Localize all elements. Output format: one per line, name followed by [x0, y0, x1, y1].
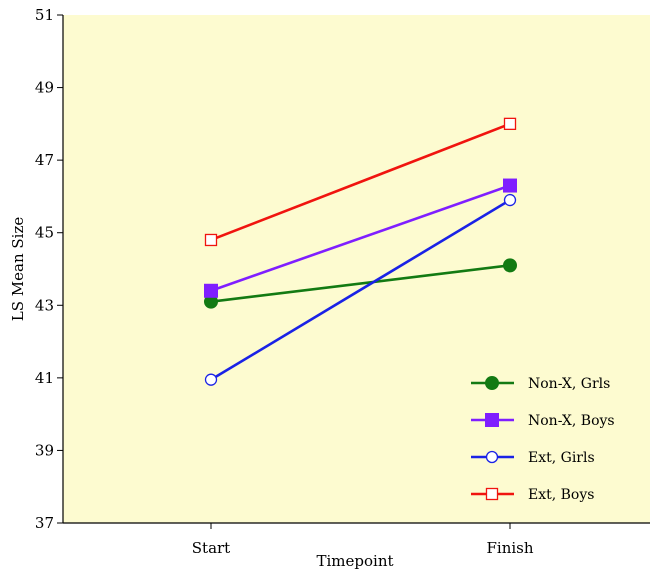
data-point	[204, 283, 218, 298]
series-line	[210, 122, 511, 242]
legend-label: Ext, Girls	[528, 450, 595, 466]
y-tick-label: 43	[35, 296, 54, 314]
x-tick-label: Start	[192, 539, 230, 557]
data-point	[503, 193, 517, 207]
legend-item: Ext, Girls	[471, 450, 595, 466]
series-layer	[204, 117, 517, 386]
plot-background	[63, 15, 650, 523]
legend-marker	[485, 487, 499, 501]
series-ext-boys	[204, 117, 517, 247]
y-tick-label: 39	[35, 441, 54, 459]
legend-label: Ext, Boys	[528, 487, 594, 503]
data-point	[503, 178, 517, 193]
series-ext-girls	[204, 193, 517, 386]
series-non-x-boys	[204, 178, 517, 298]
legend: Non-X, Grls Non-X, Boys Ext, Girls Ext, Boy…	[471, 376, 615, 503]
legend-marker	[485, 450, 499, 464]
series-non-x-grls	[204, 258, 517, 309]
y-tick-label: 51	[35, 6, 54, 24]
series-line	[210, 198, 511, 381]
legend-label: Non-X, Boys	[528, 413, 615, 429]
legend-item: Non-X, Boys	[471, 413, 615, 429]
x-tick-label: Finish	[486, 539, 533, 557]
y-tick-label: 45	[35, 224, 54, 242]
y-axis-ticks: 37 39 41 43 45 47 49 51	[35, 6, 63, 532]
data-point	[204, 373, 218, 386]
y-axis-title: LS Mean Size	[9, 217, 27, 322]
legend-item: Non-X, Grls	[471, 376, 610, 392]
legend-marker	[485, 376, 499, 390]
series-line	[210, 264, 511, 303]
y-tick-label: 41	[35, 369, 54, 387]
y-tick-label: 47	[35, 151, 54, 169]
data-point	[204, 233, 218, 247]
data-point	[503, 117, 517, 131]
legend-marker	[485, 413, 499, 427]
legend-item: Ext, Boys	[471, 487, 594, 503]
legend-label: Non-X, Grls	[528, 376, 610, 392]
y-tick-label: 49	[35, 79, 54, 97]
y-tick-label: 37	[35, 514, 54, 532]
series-line	[210, 184, 511, 292]
data-point	[503, 258, 517, 273]
x-axis-title: Timepoint	[316, 552, 393, 570]
x-axis-ticks: Start Finish	[192, 523, 534, 557]
